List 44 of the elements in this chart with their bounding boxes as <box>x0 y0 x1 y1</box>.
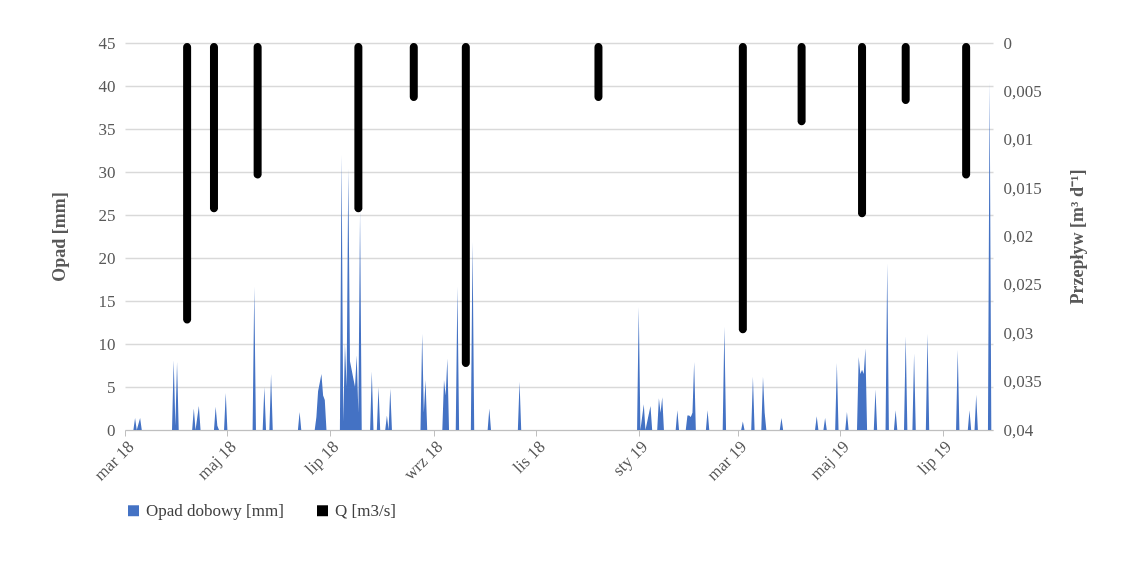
bar <box>738 43 747 334</box>
y-tick-label: 40 <box>98 76 116 96</box>
legend-label: Q [m3/s] <box>335 500 396 520</box>
x-tick-label: maj 19 <box>806 437 853 484</box>
y2-tick-label: 0,02 <box>1003 227 1034 246</box>
bar <box>858 43 867 218</box>
bar <box>354 43 363 213</box>
y-tick-label: 35 <box>98 119 116 139</box>
x-tick-label: maj 18 <box>193 437 240 484</box>
x-tick-label: wrz 18 <box>399 437 447 484</box>
bar <box>461 43 470 368</box>
bar <box>594 43 603 102</box>
bar <box>209 43 218 213</box>
bar <box>253 43 262 179</box>
y-tick-label: 15 <box>98 291 116 311</box>
x-tick-label: mar 19 <box>703 437 751 485</box>
y2-axis-title: Przepływ [m³ d⁻¹] <box>1066 169 1087 305</box>
bar <box>183 43 192 324</box>
y-tick-label: 30 <box>98 162 116 182</box>
x-tick-label: lis 18 <box>509 437 549 477</box>
y-tick-label: 20 <box>98 248 116 268</box>
y-tick-label: 0 <box>107 420 116 440</box>
y-tick-label: 25 <box>98 205 116 225</box>
bar <box>962 43 971 179</box>
y2-tick-label: 0,03 <box>1003 323 1034 343</box>
x-tick-label: lip 19 <box>914 437 956 479</box>
y2-tick-label: 0,01 <box>1003 130 1034 150</box>
y2-tick-label: 0,04 <box>1003 420 1034 440</box>
bar <box>901 43 910 104</box>
x-tick-label: lip 18 <box>301 437 343 479</box>
x-tick-label: sty 19 <box>608 437 652 480</box>
y2-tick-label: 0 <box>1003 33 1012 53</box>
y2-tick-label: 0,025 <box>1003 275 1042 295</box>
legend-label: Opad dobowy [mm] <box>146 500 284 520</box>
y-tick-label: 10 <box>98 334 116 354</box>
x-tick-label: mar 18 <box>90 437 138 485</box>
bar <box>409 43 418 102</box>
y-axis-title: Opad [mm] <box>48 192 69 282</box>
bar <box>797 43 806 126</box>
y-tick-label: 45 <box>98 33 116 53</box>
y2-tick-label: 0,005 <box>1003 81 1042 101</box>
y-tick-label: 5 <box>107 377 116 397</box>
y2-tick-label: 0,035 <box>1003 372 1042 392</box>
y2-tick-label: 0,015 <box>1003 178 1042 198</box>
